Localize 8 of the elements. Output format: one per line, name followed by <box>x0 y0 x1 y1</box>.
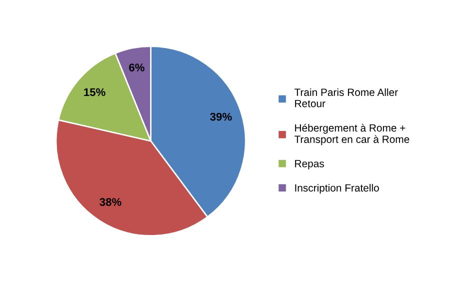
data-label: 6% <box>129 64 144 72</box>
data-label: 38% <box>100 198 122 206</box>
data-label: 15% <box>84 88 106 96</box>
legend-label: Train Paris Rome Aller Retour <box>294 88 398 108</box>
legend-label: Hébergement à Rome + Transport en car à Rome <box>294 124 410 146</box>
legend-label: Repas <box>295 160 324 170</box>
data-label: 39% <box>210 112 232 121</box>
legend-label: Inscription Fratello <box>295 184 379 194</box>
